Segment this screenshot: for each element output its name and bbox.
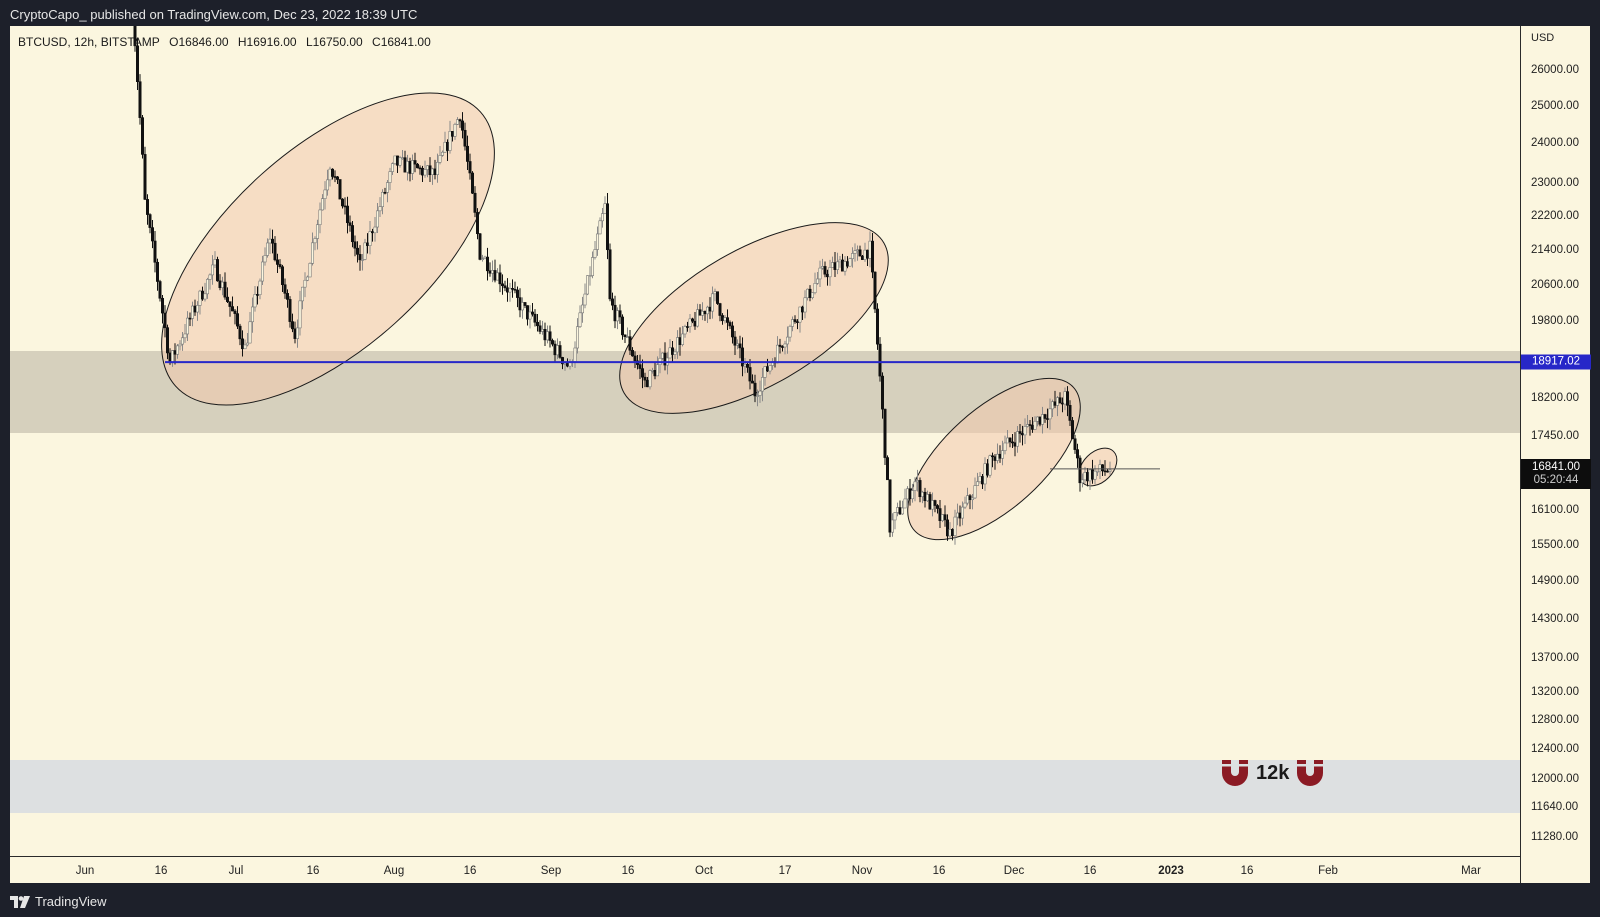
price-tick: 18200.00 bbox=[1531, 392, 1579, 404]
time-tick: Jul bbox=[228, 865, 244, 877]
price-tick: 13200.00 bbox=[1531, 686, 1579, 698]
price-tick: 12000.00 bbox=[1531, 773, 1579, 785]
last-price-badge: 16841.00 05:20:44 bbox=[1521, 459, 1591, 489]
candlestick-chart bbox=[133, 26, 1520, 545]
price-axis[interactable]: USD 26000.00 25000.00 24000.00 23000.00 … bbox=[1520, 26, 1591, 883]
price-tick: 14900.00 bbox=[1531, 575, 1579, 587]
time-tick: 16 bbox=[932, 865, 946, 877]
tradingview-logo-icon bbox=[10, 895, 30, 908]
time-tick: 17 bbox=[778, 865, 792, 877]
price-tick: 26000.00 bbox=[1531, 64, 1579, 76]
time-tick: Sep bbox=[540, 865, 562, 877]
ohlc-low: L16750.00 bbox=[305, 35, 363, 49]
time-tick-year: 2023 bbox=[1158, 865, 1184, 877]
time-tick: Jun bbox=[75, 865, 95, 877]
symbol-legend: BTCUSD, 12h, BITSTAMP O16846.00 H16916.0… bbox=[18, 35, 437, 49]
time-tick: Oct bbox=[695, 865, 713, 877]
time-tick: Nov bbox=[851, 865, 873, 877]
last-price: 16841.00 bbox=[1532, 461, 1580, 473]
price-tick: 12400.00 bbox=[1531, 743, 1579, 755]
price-tick: 16100.00 bbox=[1531, 504, 1579, 516]
range-ellipse bbox=[619, 222, 889, 414]
time-tick: 16 bbox=[463, 865, 477, 877]
time-tick: Dec bbox=[1003, 865, 1025, 877]
tradingview-brand: TradingView bbox=[35, 894, 107, 909]
price-tick: 12800.00 bbox=[1531, 714, 1579, 726]
price-tick: 19800.00 bbox=[1531, 315, 1579, 327]
time-tick: 16 bbox=[1083, 865, 1097, 877]
price-tick: 24000.00 bbox=[1531, 137, 1579, 149]
target-label-text: 12k bbox=[1256, 761, 1290, 784]
price-tick: 15500.00 bbox=[1531, 539, 1579, 551]
ohlc-open: O16846.00 bbox=[169, 35, 229, 49]
level-price-badge: 18917.02 bbox=[1521, 354, 1591, 370]
time-tick: 16 bbox=[1240, 865, 1254, 877]
price-tick: 17450.00 bbox=[1531, 430, 1579, 442]
time-tick: 16 bbox=[621, 865, 635, 877]
price-tick: 11640.00 bbox=[1531, 801, 1579, 813]
price-tick: 25000.00 bbox=[1531, 100, 1579, 112]
price-tick: 11280.00 bbox=[1531, 831, 1579, 843]
time-tick: 16 bbox=[154, 865, 168, 877]
time-tick: Mar bbox=[1461, 865, 1481, 877]
target-zone bbox=[10, 760, 1520, 813]
ohlc-high: H16916.00 bbox=[237, 35, 297, 49]
time-axis[interactable]: Jun 16 Jul 16 Aug 16 Sep 16 Oct 17 Nov 1… bbox=[10, 856, 1520, 884]
time-tick: Feb bbox=[1318, 865, 1338, 877]
chart-pane[interactable]: BTCUSD, 12h, BITSTAMP O16846.00 H16916.0… bbox=[10, 26, 1520, 856]
magnet-icon bbox=[1222, 760, 1248, 786]
time-tick: 16 bbox=[306, 865, 320, 877]
price-tick: 21400.00 bbox=[1531, 244, 1579, 256]
target-annotation: 12k bbox=[1220, 758, 1325, 788]
ohlc-close: C16841.00 bbox=[372, 35, 431, 49]
price-tick: 14300.00 bbox=[1531, 613, 1579, 625]
price-currency: USD bbox=[1531, 32, 1555, 44]
price-tick: 13700.00 bbox=[1531, 652, 1579, 664]
publish-caption: CryptoCapo_ published on TradingView.com… bbox=[10, 7, 418, 22]
chart-frame: BTCUSD, 12h, BITSTAMP O16846.00 H16916.0… bbox=[10, 26, 1591, 884]
price-tick: 22200.00 bbox=[1531, 210, 1579, 222]
tradingview-logo[interactable]: TradingView bbox=[10, 894, 107, 909]
bar-countdown: 05:20:44 bbox=[1533, 474, 1579, 486]
price-tick: 23000.00 bbox=[1531, 177, 1579, 189]
time-tick: Aug bbox=[383, 865, 405, 877]
magnet-icon bbox=[1297, 760, 1324, 786]
price-tick: 20600.00 bbox=[1531, 279, 1579, 291]
symbol-info: BTCUSD, 12h, BITSTAMP bbox=[18, 35, 160, 49]
